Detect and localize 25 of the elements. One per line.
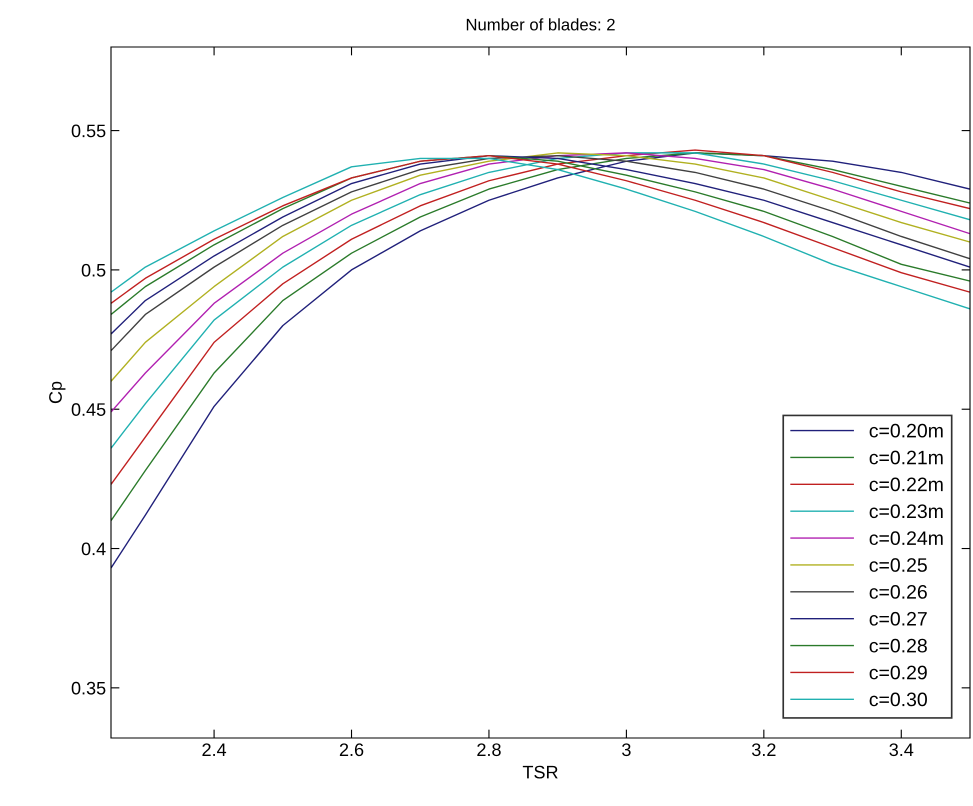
y-tick-label: 0.35 [72,682,106,695]
legend-label: c=0.21m [870,450,943,464]
x-axis-title: TSR [522,766,558,779]
x-tick-label: 2.6 [340,743,364,756]
x-tick-label: 2.8 [477,743,501,756]
x-tick-label: 3 [622,743,631,756]
legend-label: c=0.23m [870,504,943,518]
x-tick-label: 2.4 [202,743,226,756]
legend-label: c=0.27 [870,612,927,626]
legend-label: c=0.29 [870,666,927,680]
legend-label: c=0.30 [870,692,927,706]
legend-label: c=0.28 [870,638,927,653]
y-tick-label: 0.45 [72,403,106,416]
x-tick-label: 3.4 [889,743,914,756]
y-tick-label: 0.55 [72,124,106,138]
legend-label: c=0.26 [870,585,927,599]
y-tick-label: 0.5 [82,264,106,277]
legend-label: c=0.24m [870,531,943,546]
y-axis-title: Cp [49,382,66,404]
legend-label: c=0.22m [870,478,943,492]
x-tick-label: 3.2 [752,743,776,756]
y-tick-label: 0.4 [82,542,106,556]
chart-title: Number of blades: 2 [466,18,615,30]
legend-label: c=0.20m [870,424,943,438]
legend-label: c=0.25 [870,558,927,572]
